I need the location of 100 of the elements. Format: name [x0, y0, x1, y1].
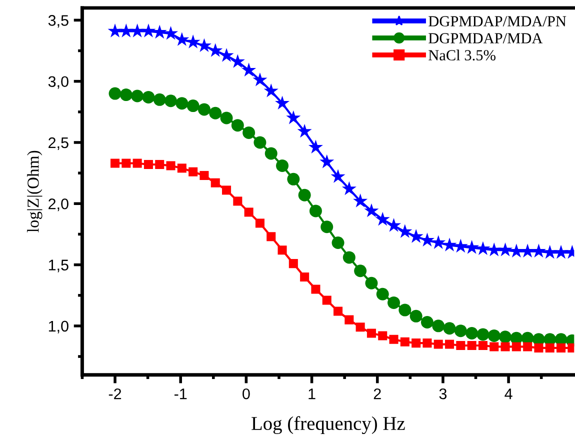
point	[131, 90, 144, 102]
point	[264, 147, 278, 160]
point	[177, 164, 186, 173]
point	[556, 343, 566, 352]
point	[476, 328, 490, 341]
point	[155, 160, 164, 169]
point	[342, 181, 356, 196]
point	[534, 343, 544, 352]
point	[410, 310, 422, 322]
point	[186, 34, 200, 48]
point	[144, 160, 153, 169]
point	[198, 103, 210, 116]
point	[287, 172, 300, 186]
y-axis-title: log|Z|(Ohm)	[27, 150, 42, 232]
x-tick-label: -2	[108, 388, 122, 400]
legend-label: DGPMDAP/MDA	[428, 33, 543, 44]
y-tick-label: 1,5	[48, 260, 68, 272]
point	[466, 327, 478, 340]
point	[322, 296, 332, 305]
point	[334, 306, 343, 316]
legend-label: NaCl 3.5%	[428, 50, 496, 60]
point	[297, 124, 312, 138]
point	[122, 158, 131, 168]
point	[108, 24, 122, 38]
point	[242, 62, 256, 76]
point	[509, 244, 524, 258]
point	[244, 208, 254, 217]
point	[254, 136, 266, 149]
point	[152, 24, 167, 39]
point	[320, 154, 334, 168]
point	[520, 244, 535, 258]
point	[276, 159, 289, 172]
point	[353, 194, 368, 208]
point	[388, 296, 400, 309]
point	[266, 232, 276, 242]
point	[242, 126, 256, 139]
point	[164, 26, 178, 40]
point	[286, 110, 301, 124]
point	[278, 246, 287, 255]
point	[512, 342, 521, 352]
point	[300, 272, 310, 282]
point	[233, 196, 242, 206]
point	[443, 322, 456, 335]
point	[176, 97, 188, 110]
point	[464, 240, 480, 254]
legend-label: DGPMDAP/MDA/PN	[428, 16, 566, 26]
point	[210, 178, 220, 188]
point	[499, 330, 512, 344]
point	[132, 158, 142, 168]
y-tick-label: 2,0	[48, 198, 68, 212]
point	[174, 32, 190, 46]
point	[288, 259, 298, 268]
point	[400, 337, 410, 346]
point	[208, 43, 223, 57]
point	[476, 241, 490, 256]
point	[120, 88, 132, 102]
point	[488, 329, 500, 342]
point	[453, 238, 468, 253]
point	[220, 112, 233, 124]
point	[320, 220, 334, 234]
point	[200, 170, 209, 180]
x-tick-label: -1	[174, 388, 187, 400]
point	[412, 338, 421, 348]
point	[422, 338, 432, 348]
y-tick-label: 3,0	[48, 76, 68, 89]
point	[523, 342, 532, 352]
point	[311, 284, 320, 294]
point	[309, 204, 322, 218]
point	[264, 83, 278, 98]
point	[222, 186, 232, 195]
point	[344, 315, 354, 324]
point	[434, 340, 443, 349]
point	[130, 24, 145, 38]
y-tick-label: 3,5	[48, 15, 68, 28]
point	[376, 288, 389, 300]
point	[219, 48, 234, 62]
point	[456, 340, 466, 350]
point	[478, 340, 488, 350]
x-tick-label: 3	[439, 388, 447, 400]
point	[142, 90, 155, 104]
point	[332, 236, 344, 250]
point	[442, 238, 457, 252]
point	[354, 264, 367, 278]
point	[164, 94, 178, 108]
y-tick-label: 2,5	[48, 137, 68, 150]
point	[108, 87, 122, 100]
point	[445, 340, 454, 349]
point	[386, 218, 402, 232]
point	[298, 188, 311, 202]
point	[230, 54, 245, 68]
point	[454, 324, 467, 338]
point	[389, 334, 398, 344]
point	[166, 161, 176, 170]
point	[356, 322, 365, 332]
point	[366, 328, 376, 338]
point	[408, 229, 424, 243]
point	[209, 106, 222, 120]
point	[118, 24, 134, 38]
point	[542, 244, 558, 259]
point	[275, 96, 290, 110]
